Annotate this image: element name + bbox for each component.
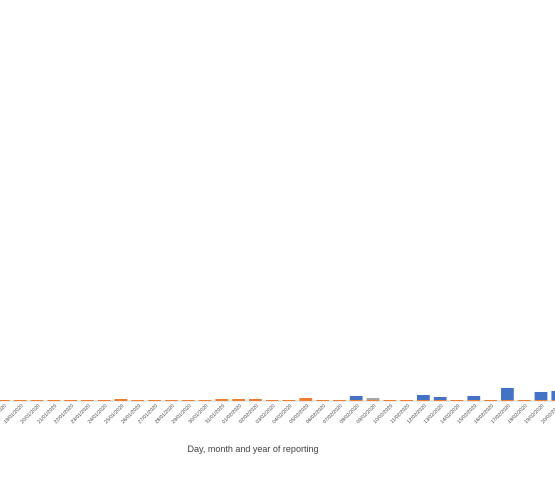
bar [299, 397, 313, 401]
bar [131, 399, 145, 401]
bar [114, 398, 128, 401]
bar [450, 399, 464, 401]
bar [282, 399, 296, 401]
bar [333, 399, 346, 401]
bar [551, 390, 555, 400]
bar [366, 399, 380, 401]
bar [534, 391, 548, 400]
bar [215, 398, 229, 401]
bar [13, 399, 27, 401]
bar [249, 398, 262, 401]
bar [232, 398, 245, 401]
bar [501, 387, 514, 400]
bar [517, 399, 531, 401]
bar [400, 399, 413, 401]
bar [433, 399, 447, 401]
bar [181, 399, 195, 401]
bar [265, 399, 279, 401]
bar [349, 395, 363, 400]
bar [501, 399, 514, 401]
bar [165, 399, 178, 401]
bar [198, 399, 212, 401]
bar [417, 399, 430, 401]
bar [534, 399, 548, 401]
bar [47, 399, 61, 401]
bar [433, 396, 447, 400]
bar [467, 399, 481, 401]
bar [316, 399, 329, 401]
bar [484, 399, 497, 401]
bar [467, 395, 481, 400]
bar [383, 399, 397, 401]
bar [64, 399, 77, 401]
bar [148, 399, 161, 401]
bar [349, 399, 363, 401]
bar [0, 399, 10, 401]
x-axis-title: Day, month and year of reporting [188, 444, 319, 454]
bar [81, 399, 94, 401]
bar [97, 399, 111, 401]
bar [417, 394, 430, 400]
bar [551, 399, 555, 401]
bar [30, 399, 44, 401]
bar [366, 397, 380, 400]
